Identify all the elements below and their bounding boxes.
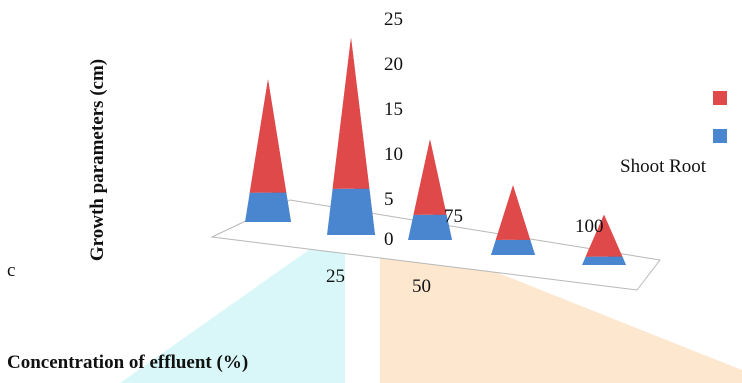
x-tick-label: 100 (575, 216, 604, 237)
pyramid-highlight (249, 79, 268, 193)
pyramid-root-segment (408, 214, 452, 240)
y-tick-label: 15 (384, 99, 403, 120)
pyramid-root-segment (582, 256, 626, 265)
y-axis-title: Growth parameters (cm) (87, 59, 108, 261)
watermark-cyan (120, 235, 345, 383)
pyramids (245, 37, 626, 265)
x-tick-label: 75 (444, 206, 463, 227)
pyramid-root-segment (491, 239, 535, 255)
legend-swatch-root (713, 129, 727, 143)
panel-label: c (7, 260, 15, 281)
legend-swatch-shoot (713, 91, 727, 105)
pyramid-root-segment (245, 192, 291, 222)
pyramid-highlight (585, 214, 604, 257)
y-tick-label: 25 (384, 9, 403, 30)
y-tick-label: 5 (384, 189, 394, 210)
pyramid-shoot-segment (249, 79, 287, 193)
pyramid-shoot-segment (332, 37, 370, 189)
pyramid-highlight (332, 37, 351, 189)
pyramid-highlight (495, 185, 513, 240)
legend: Shoot Root (620, 91, 727, 177)
x-ticks: 25 50 75 100 (326, 206, 604, 297)
pyramid-shoot-segment (585, 214, 623, 257)
x-tick-label: 25 (326, 266, 345, 287)
y-tick-label: 20 (384, 54, 403, 75)
legend-label: Shoot Root (620, 156, 707, 177)
pyramid-root-segment (327, 188, 375, 235)
x-tick-label: 50 (412, 276, 431, 297)
pyramid-highlight (413, 139, 430, 215)
x-axis-title: Concentration of effluent (%) (7, 352, 248, 373)
y-tick-label: 0 (384, 229, 394, 250)
y-ticks: 25 20 15 10 5 0 (384, 9, 403, 250)
y-tick-label: 10 (384, 144, 403, 165)
